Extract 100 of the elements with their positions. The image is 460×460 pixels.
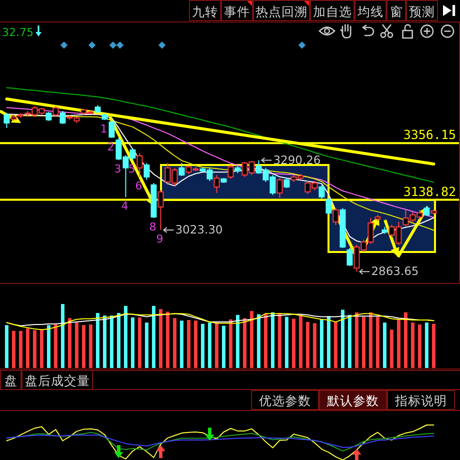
bar: [306, 322, 310, 368]
bar: [74, 322, 78, 368]
ref-line-label: 3356.15: [403, 127, 456, 142]
bar: [424, 322, 428, 368]
bar: [18, 330, 22, 368]
bar: [284, 316, 288, 368]
bar: [4, 325, 8, 368]
candlestick: [326, 197, 332, 215]
candlestick: [382, 226, 388, 234]
candlestick: [340, 208, 346, 249]
bar: [354, 312, 358, 368]
candlestick: [46, 112, 52, 122]
bar: [166, 312, 170, 368]
text: 默认参数: [326, 393, 379, 408]
text: 预测: [409, 4, 435, 19]
text: 5: [128, 162, 136, 176]
bar: [26, 328, 30, 368]
bar: [46, 325, 50, 368]
bar: [96, 312, 100, 368]
bar: [194, 320, 198, 368]
bar: [418, 324, 422, 368]
bar: [88, 324, 92, 368]
bar: [432, 324, 436, 368]
bar: [236, 314, 240, 368]
candlestick: [430, 209, 437, 215]
bar: [124, 306, 128, 368]
text: 9: [156, 232, 164, 246]
bar: [40, 330, 44, 368]
text: 3: [114, 162, 122, 176]
bar: [278, 312, 282, 368]
candlestick: [158, 190, 164, 230]
text: 盘: [4, 373, 18, 388]
bar: [376, 316, 380, 368]
candlestick: [150, 182, 157, 219]
bar: [12, 330, 16, 368]
bar: [368, 312, 372, 368]
candlestick: [424, 206, 430, 216]
candlestick: [52, 106, 59, 118]
candlestick: [178, 162, 185, 176]
candlestick: [374, 214, 381, 222]
text: 1: [100, 122, 108, 136]
bar: [326, 316, 330, 368]
bar: [334, 322, 338, 368]
text: 6: [135, 180, 142, 193]
bar: [404, 312, 408, 368]
candlestick: [60, 110, 66, 125]
candlestick: [94, 104, 101, 114]
bar: [102, 316, 106, 368]
candlestick: [136, 152, 143, 178]
candlestick: [276, 178, 283, 198]
bar: [200, 324, 204, 368]
bar: [82, 325, 86, 368]
bar: [54, 324, 58, 368]
text: 窗: [390, 4, 403, 19]
text: 8: [149, 220, 156, 234]
bar: [214, 322, 218, 368]
text: 热点回溯: [256, 4, 308, 19]
annotation: 3290.26: [273, 152, 321, 167]
bar: [208, 322, 212, 368]
bar: [390, 330, 394, 368]
bar: [292, 318, 296, 368]
bar: [250, 311, 254, 368]
bar: [138, 317, 142, 368]
bar: [180, 320, 184, 368]
candlestick: [318, 184, 325, 200]
bar: [362, 316, 366, 368]
annotation: 3023.30: [175, 222, 223, 236]
bar: [116, 312, 120, 368]
bar: [158, 309, 162, 368]
bar: [256, 314, 260, 368]
bar: [60, 304, 64, 368]
bar: [382, 322, 386, 368]
candlestick: [108, 118, 115, 138]
text: 2: [107, 140, 114, 154]
text: 均线: [356, 4, 384, 19]
bar: [348, 314, 352, 368]
candlestick: [102, 113, 108, 120]
annotation: 2863.65: [371, 264, 419, 278]
text: 九转: [192, 4, 218, 19]
annotation: 32.75: [2, 26, 34, 39]
text: 指标说明: [394, 393, 447, 408]
text: 优选参数: [259, 393, 311, 408]
text: 事件: [224, 4, 250, 19]
bar: [110, 316, 114, 368]
bar: [228, 319, 232, 368]
bar: [320, 319, 324, 368]
candlestick: [234, 166, 241, 174]
bar: [32, 330, 36, 368]
bar: [410, 322, 414, 368]
candlestick: [214, 174, 220, 194]
bar: [298, 314, 302, 368]
bar: [68, 318, 72, 368]
candlestick: [18, 112, 24, 119]
bar: [222, 326, 226, 368]
bar: [186, 320, 190, 368]
bar: [130, 317, 134, 368]
bar: [312, 323, 316, 368]
text: 加自选: [312, 4, 352, 19]
candlestick: [284, 178, 290, 188]
bar: [264, 314, 268, 368]
